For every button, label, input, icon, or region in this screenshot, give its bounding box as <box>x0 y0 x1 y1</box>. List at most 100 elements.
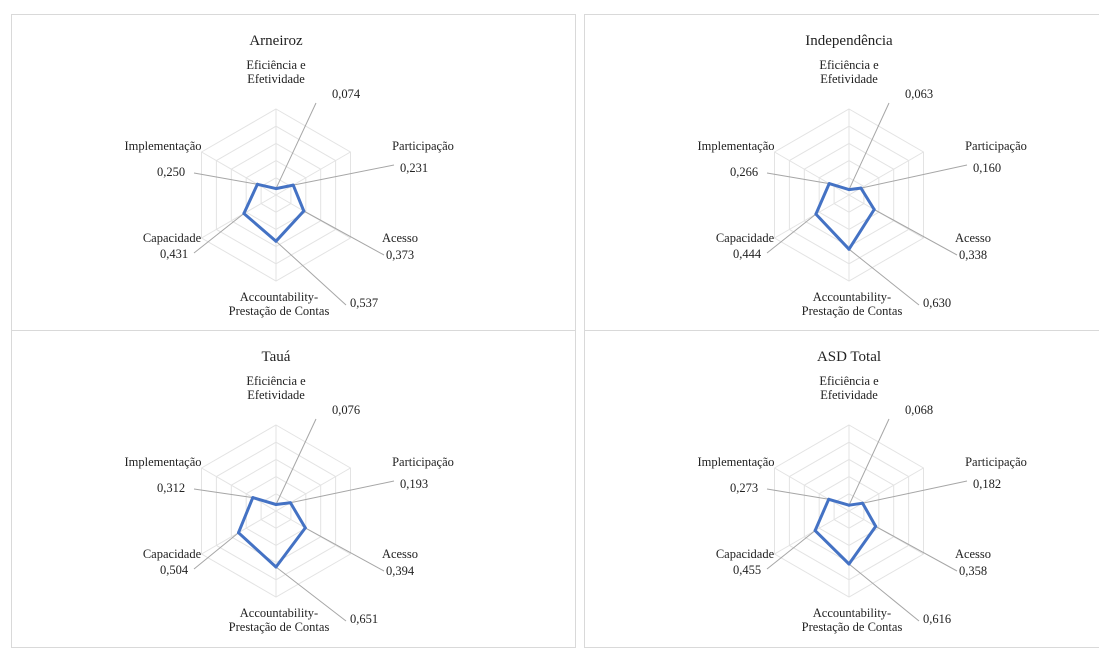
value-label: 0,076 <box>332 403 360 417</box>
value-leader-line <box>193 172 258 185</box>
data-point <box>847 503 851 507</box>
value-leader-line <box>275 240 347 306</box>
value-label: 0,063 <box>905 87 933 101</box>
data-point <box>874 524 878 528</box>
data-point <box>827 497 831 501</box>
value-label: 0,444 <box>733 247 762 261</box>
value-label: 0,074 <box>332 87 361 101</box>
data-point <box>251 496 255 500</box>
value-label: 0,250 <box>157 165 185 179</box>
axis-label: Acesso <box>955 231 991 245</box>
value-label: 0,373 <box>386 248 414 262</box>
value-label: 0,231 <box>400 161 428 175</box>
value-leader-line <box>848 102 890 190</box>
chart-title: Arneiroz <box>249 33 303 49</box>
value-leader-line <box>275 566 347 622</box>
grid-spoke <box>774 467 850 512</box>
value-leader-line <box>873 209 958 256</box>
axis-label: Participação <box>965 139 1027 153</box>
series-line-independencia <box>814 182 876 251</box>
series-line-taua <box>237 496 307 569</box>
grid-spoke <box>201 467 277 512</box>
data-point <box>872 208 876 211</box>
grid-spoke <box>275 151 351 196</box>
axis-label: Eficiência e Efetividade <box>819 58 879 86</box>
value-leader-line <box>875 525 958 572</box>
radar-chart-arneiroz: Arneiroz 0,074 0,231 0,373 0,537 0,431 0,250 Ef… <box>124 33 453 318</box>
value-label: 0,504 <box>160 563 189 577</box>
radar-chart-taua: Tauá 0,076 0,193 0,394 0,651 0,504 0,312 Eficiê… <box>124 349 453 634</box>
value-leader-line <box>860 164 968 189</box>
axis-label: Capacidade <box>716 231 775 245</box>
axis-label: Accountability-Prestação de Contas <box>229 290 330 318</box>
data-point <box>847 188 851 192</box>
value-leader-line <box>766 530 816 570</box>
axis-label: Implementação <box>124 455 201 469</box>
value-leader-line <box>290 480 395 504</box>
axis-label: Capacidade <box>716 547 775 561</box>
value-label: 0,338 <box>959 248 987 262</box>
axis-label: Implementação <box>697 139 774 153</box>
data-point <box>813 529 817 533</box>
grid-spoke <box>774 194 850 239</box>
axis-label: Accountability-Prestação de Contas <box>802 606 903 634</box>
value-leader-line <box>848 248 920 306</box>
axis-label: Eficiência e Efetividade <box>819 374 879 402</box>
value-leader-line <box>275 102 317 189</box>
data-point <box>237 531 240 535</box>
value-leader-line <box>766 172 830 185</box>
value-leader-line <box>848 563 920 622</box>
value-label: 0,616 <box>923 612 951 626</box>
value-leader-line <box>193 532 239 570</box>
value-leader-line <box>862 480 968 504</box>
data-point <box>255 182 259 186</box>
value-label: 0,160 <box>973 161 1001 175</box>
radar-chart-independencia: Independência 0,063 0,160 0,338 0,630 0,444 0,… <box>697 33 1027 318</box>
series-line-arneiroz <box>242 182 306 243</box>
chart-title: Tauá <box>262 349 291 365</box>
axis-label: Capacidade <box>143 231 202 245</box>
axis-label: Implementação <box>697 455 774 469</box>
value-leader-line <box>766 213 817 254</box>
axis-label: Acesso <box>382 547 418 561</box>
value-label: 0,193 <box>400 477 428 491</box>
value-label: 0,630 <box>923 296 951 310</box>
chart-title: ASD Total <box>817 349 881 365</box>
value-leader-line <box>766 488 829 500</box>
radar-panel-asd-total: ASD Total 0,068 0,182 0,358 0,616 0,455 0,273 E… <box>584 330 1099 648</box>
data-point <box>291 183 295 187</box>
axis-label: Accountability-Prestação de Contas <box>802 290 903 318</box>
chart-title: Independência <box>805 33 893 49</box>
value-label: 0,266 <box>730 165 758 179</box>
data-point <box>861 501 865 505</box>
data-point <box>814 212 818 216</box>
value-label: 0,358 <box>959 564 987 578</box>
axis-label: Eficiência e Efetividade <box>246 58 306 86</box>
data-point <box>827 182 831 186</box>
axis-label: Capacidade <box>143 547 202 561</box>
grid-spoke <box>201 151 277 196</box>
grid-spoke <box>201 194 277 239</box>
axis-label: Participação <box>965 455 1027 469</box>
data-point <box>847 247 851 251</box>
value-label: 0,394 <box>386 564 415 578</box>
axis-label: Implementação <box>124 139 201 153</box>
data-point <box>302 209 306 213</box>
data-point <box>274 239 278 243</box>
radar-panel-taua: Tauá 0,076 0,193 0,394 0,651 0,504 0,312 Eficiê… <box>11 330 576 648</box>
value-leader-line <box>848 418 890 506</box>
value-leader-line <box>293 164 395 186</box>
data-point <box>274 187 278 191</box>
radar-chart-asd-total: ASD Total 0,068 0,182 0,358 0,616 0,455 0,273 E… <box>697 349 1027 634</box>
axis-label: Acesso <box>382 231 418 245</box>
data-point <box>274 503 278 506</box>
data-point <box>859 186 863 190</box>
grid-spoke <box>774 151 850 196</box>
value-label: 0,273 <box>730 481 758 495</box>
value-label: 0,312 <box>157 481 185 495</box>
value-label: 0,182 <box>973 477 1001 491</box>
axis-label: Eficiência e Efetividade <box>246 374 306 402</box>
data-point <box>303 526 307 530</box>
axis-label: Accountability-Prestação de Contas <box>229 606 330 634</box>
value-label: 0,068 <box>905 403 933 417</box>
